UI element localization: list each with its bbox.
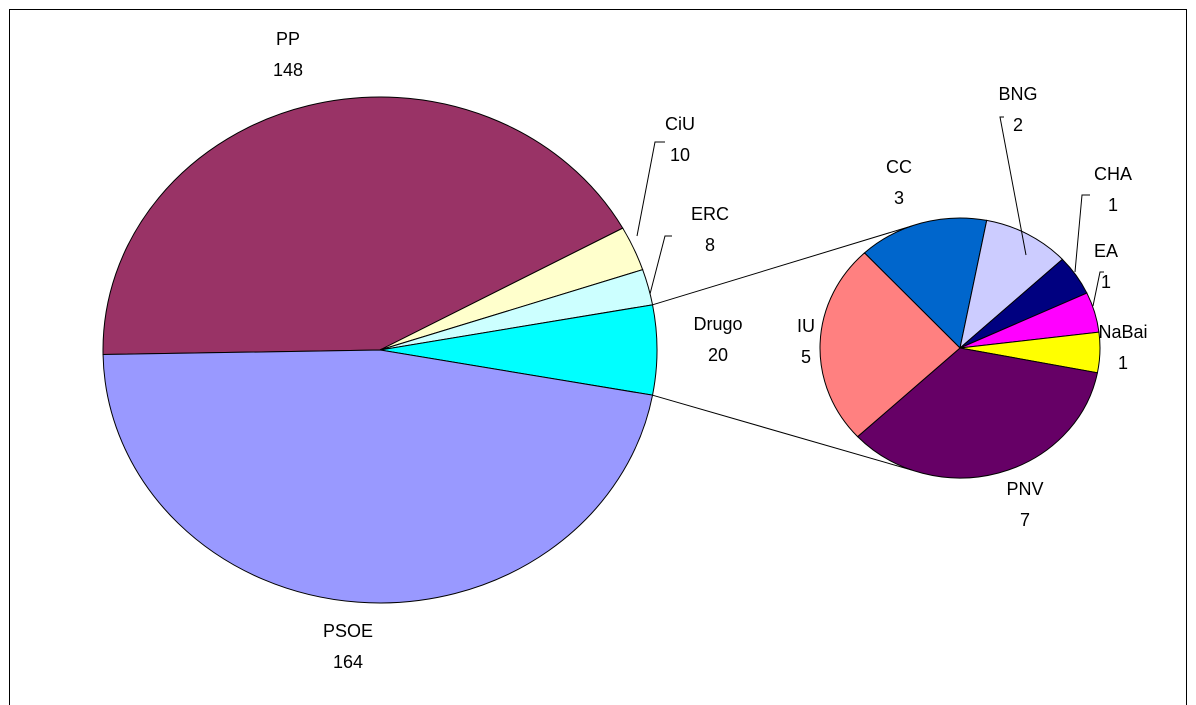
slice-label: CiU	[665, 114, 695, 134]
slice-label: PSOE	[323, 621, 373, 641]
pie-slice	[819, 252, 961, 438]
slice-value: 3	[894, 188, 904, 208]
leader-line	[649, 235, 672, 295]
slice-label: IU	[797, 316, 815, 336]
slice-value: 20	[708, 345, 728, 365]
slice-label: BNG	[998, 84, 1037, 104]
slice-label: EA	[1094, 241, 1118, 261]
slice-value: 164	[333, 652, 363, 672]
slice-value: 148	[273, 60, 303, 80]
leader-line	[999, 116, 1027, 256]
slice-value: 10	[670, 145, 690, 165]
leader-line	[1074, 194, 1090, 273]
slice-value: 1	[1101, 272, 1111, 292]
slice-label: Drugo	[693, 314, 742, 334]
slice-value: 8	[705, 235, 715, 255]
slice-label: CC	[886, 157, 912, 177]
connector-line	[652, 225, 913, 306]
connector-line	[652, 394, 913, 471]
slice-value: 1	[1108, 195, 1118, 215]
chart-frame	[9, 9, 1187, 705]
slice-label: ERC	[691, 204, 729, 224]
pie-slice	[102, 349, 654, 604]
pie-slice	[863, 217, 988, 350]
slice-label: CHA	[1094, 164, 1132, 184]
slice-label: PP	[276, 29, 300, 49]
leader-line	[636, 141, 665, 237]
slice-value: 1	[1118, 353, 1128, 373]
slice-label: NaBai	[1098, 322, 1147, 342]
slice-value: 7	[1020, 510, 1030, 530]
slice-label: PNV	[1006, 479, 1043, 499]
slice-value: 5	[801, 347, 811, 367]
pie-slice	[856, 347, 1099, 479]
pie-slice	[959, 219, 1064, 350]
leader-line	[1092, 271, 1104, 307]
pie-slice	[102, 96, 624, 356]
slice-value: 2	[1013, 115, 1023, 135]
